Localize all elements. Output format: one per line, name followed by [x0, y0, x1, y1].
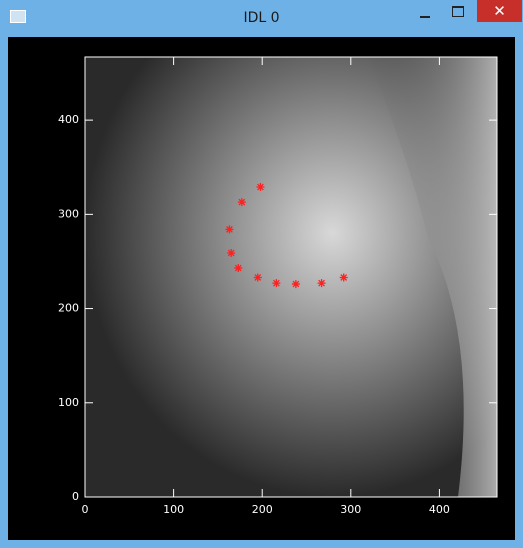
x-tick-label: 400: [429, 503, 450, 516]
point: [238, 198, 246, 206]
y-tick-label: 400: [58, 113, 79, 126]
point: [227, 249, 235, 257]
window: IDL 0 ✕ 0 100 200 300 400 0 100 200 300 400: [0, 0, 523, 548]
x-tick-label: 0: [82, 503, 89, 516]
y-tick-label: 0: [72, 490, 79, 503]
maximize-button[interactable]: [452, 6, 464, 17]
point: [318, 279, 326, 287]
title-bar: IDL 0 ✕: [0, 0, 523, 36]
y-tick-label: 100: [58, 396, 79, 409]
point: [272, 279, 280, 287]
point: [292, 280, 300, 288]
point: [340, 273, 348, 281]
point: [234, 264, 242, 272]
point: [254, 273, 262, 281]
window-title: IDL 0: [0, 10, 523, 26]
minimize-button[interactable]: [420, 6, 430, 18]
x-tick-label: 100: [163, 503, 184, 516]
x-tick-label: 300: [340, 503, 361, 516]
point: [256, 183, 264, 191]
x-tick-label: 200: [252, 503, 273, 516]
y-tick-label: 200: [58, 302, 79, 315]
close-button[interactable]: ✕: [477, 0, 522, 22]
y-tick-label: 300: [58, 207, 79, 220]
point: [225, 225, 233, 233]
chart: 0 100 200 300 400 0 100 200 300 400: [8, 37, 515, 540]
